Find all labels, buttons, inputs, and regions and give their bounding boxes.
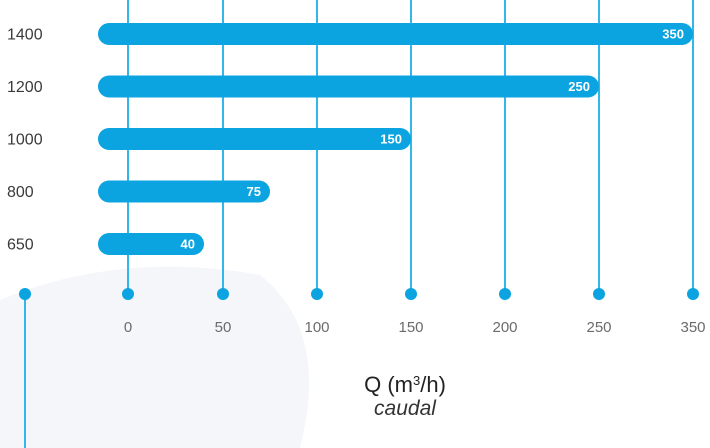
bar-1000	[98, 128, 411, 150]
category-label-1400: 1400	[7, 27, 43, 44]
category-label-1200: 1200	[7, 79, 43, 96]
x-axis-title: Q (m3/h)	[364, 372, 446, 397]
background-shape	[0, 266, 309, 448]
bar-value-label-800: 75	[247, 184, 261, 199]
x-tick-label-350: 350	[680, 319, 705, 336]
category-label-650: 650	[7, 237, 34, 254]
bar-value-label-1400: 350	[662, 27, 684, 42]
x-axis-subtitle: caudal	[374, 397, 436, 420]
category-labels: 1400 1200 1000 800 650	[7, 27, 43, 254]
gridline-dot-50	[217, 288, 229, 300]
gridline-dot-250	[593, 288, 605, 300]
gridline-dot-150	[405, 288, 417, 300]
gridline-dot-350	[687, 288, 699, 300]
x-tick-label-200: 200	[492, 319, 517, 336]
bar-value-label-650: 40	[181, 237, 195, 252]
bars: 350 250 150 75 40	[98, 23, 693, 255]
x-tick-label-0: 0	[124, 319, 132, 336]
bar-650	[98, 233, 204, 255]
bar-value-label-1200: 250	[568, 79, 590, 94]
category-label-800: 800	[7, 184, 34, 201]
gridline-dot-0	[122, 288, 134, 300]
category-label-1000: 1000	[7, 132, 43, 149]
bar-1400	[98, 23, 693, 45]
background-decoration	[0, 266, 309, 448]
bar-value-label-1000: 150	[380, 132, 402, 147]
left-connector-dot	[19, 288, 31, 300]
x-tick-label-100: 100	[304, 319, 329, 336]
gridline-dot-100	[311, 288, 323, 300]
gridline-dot-200	[499, 288, 511, 300]
x-tick-label-50: 50	[215, 319, 232, 336]
x-axis-ticks: 0 50 100 150 200 250 350	[124, 319, 706, 336]
bar-1200	[98, 75, 599, 98]
x-tick-label-250: 250	[586, 319, 611, 336]
bar-800	[98, 180, 270, 203]
x-tick-label-150: 150	[398, 319, 423, 336]
